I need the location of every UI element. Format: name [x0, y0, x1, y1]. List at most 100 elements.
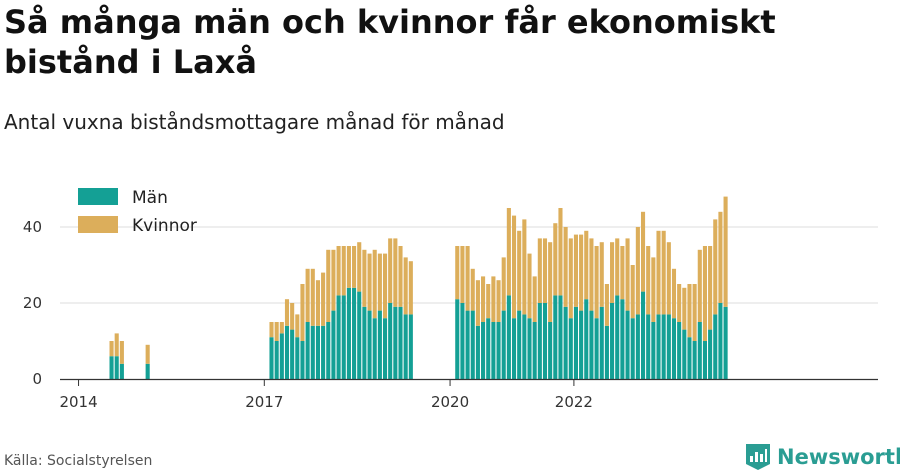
bar-women	[682, 287, 687, 330]
bar-women	[341, 246, 346, 296]
bar-women	[677, 284, 682, 322]
bar-men	[532, 322, 537, 379]
bar-women	[610, 242, 615, 303]
bar-men	[635, 314, 640, 379]
bar-men	[326, 322, 331, 379]
bar-women	[491, 276, 496, 322]
bar-women	[403, 257, 408, 315]
bar-men	[501, 310, 506, 379]
bar-men	[310, 325, 315, 379]
bar-men	[573, 306, 578, 379]
bar-men	[589, 310, 594, 379]
bar-women	[377, 253, 382, 311]
bar-men	[697, 322, 702, 379]
bar-men	[388, 303, 393, 379]
bar-men	[604, 325, 609, 379]
bar-women	[300, 284, 305, 341]
bar-men	[398, 306, 403, 379]
bar-men	[677, 322, 682, 379]
bar-women	[331, 249, 336, 311]
bar-men	[599, 306, 604, 379]
bar-women	[713, 219, 718, 315]
bar-men	[718, 303, 723, 379]
bar-women	[661, 230, 666, 315]
bar-men	[336, 295, 341, 379]
bar-women	[646, 246, 651, 315]
bar-women	[506, 208, 511, 296]
bar-men	[393, 306, 398, 379]
bar-men	[615, 295, 620, 379]
bar-women	[584, 230, 589, 300]
bar-women	[274, 322, 279, 341]
bar-women	[692, 284, 697, 341]
bar-men	[403, 314, 408, 379]
bar-men	[145, 363, 150, 379]
bar-women	[290, 303, 295, 330]
bar-men	[470, 310, 475, 379]
chart-title: Så många män och kvinnor får ekonomiskt …	[4, 3, 776, 81]
bar-women	[630, 265, 635, 319]
brand: Newsworthy	[745, 442, 900, 472]
bar-men	[723, 306, 728, 379]
y-axis: 0 20 40	[23, 218, 42, 388]
bar-women	[615, 238, 620, 296]
bar-women	[687, 284, 692, 338]
bar-men	[491, 322, 496, 379]
bar-men	[321, 325, 326, 379]
bar-men	[455, 299, 460, 379]
bar-women	[640, 211, 646, 292]
bar-men	[646, 314, 651, 379]
bar-women	[465, 246, 470, 311]
bar-men	[682, 329, 687, 379]
bar-women	[718, 211, 723, 303]
bar-men	[625, 310, 630, 379]
bar-men	[542, 303, 548, 379]
bar-women	[145, 344, 150, 364]
bar-men	[640, 291, 646, 379]
bar-women	[357, 242, 362, 292]
bar-women	[666, 242, 671, 315]
bar-women	[651, 257, 656, 322]
bar-men	[352, 287, 357, 379]
legend-label-women: Kvinnor	[132, 216, 197, 236]
bar-women	[114, 333, 119, 357]
bar-women	[656, 230, 661, 315]
bar-women	[532, 276, 537, 322]
bar-men	[372, 318, 377, 379]
bar-women	[537, 238, 542, 303]
bar-women	[579, 234, 584, 311]
bar-men	[109, 356, 114, 379]
bar-women	[558, 208, 563, 296]
x-tick-label: 2014	[59, 393, 97, 411]
bar-women	[284, 299, 290, 326]
bar-men	[656, 314, 661, 379]
bar-women	[362, 249, 367, 307]
bar-men	[341, 295, 346, 379]
bar-men	[687, 337, 692, 379]
bar-women	[542, 238, 548, 303]
bar-women	[723, 196, 728, 307]
x-tick-label: 2020	[431, 393, 469, 411]
bar-women	[522, 219, 527, 315]
bar-men	[517, 310, 522, 379]
bar-men	[305, 322, 310, 379]
bar-men	[506, 295, 511, 379]
bar-men	[661, 314, 666, 379]
bar-men	[527, 318, 532, 379]
bar-men	[377, 310, 382, 379]
bar-women	[119, 341, 124, 364]
bar-men	[367, 310, 372, 379]
bar-men	[284, 325, 290, 379]
bar-men	[594, 318, 599, 379]
stacked-bar-chart: 2014 2017 2020 2022 0 20 40 Män Kvinnor	[23, 188, 878, 411]
bar-men	[475, 325, 480, 379]
bar-women	[367, 253, 372, 311]
bar-women	[305, 268, 310, 322]
bar-men	[666, 314, 671, 379]
legend: Män Kvinnor	[78, 188, 197, 236]
bar-women	[708, 246, 713, 330]
legend-label-men: Män	[132, 188, 168, 208]
bar-women	[486, 284, 491, 319]
bar-men	[408, 314, 413, 379]
bar-men	[558, 295, 563, 379]
